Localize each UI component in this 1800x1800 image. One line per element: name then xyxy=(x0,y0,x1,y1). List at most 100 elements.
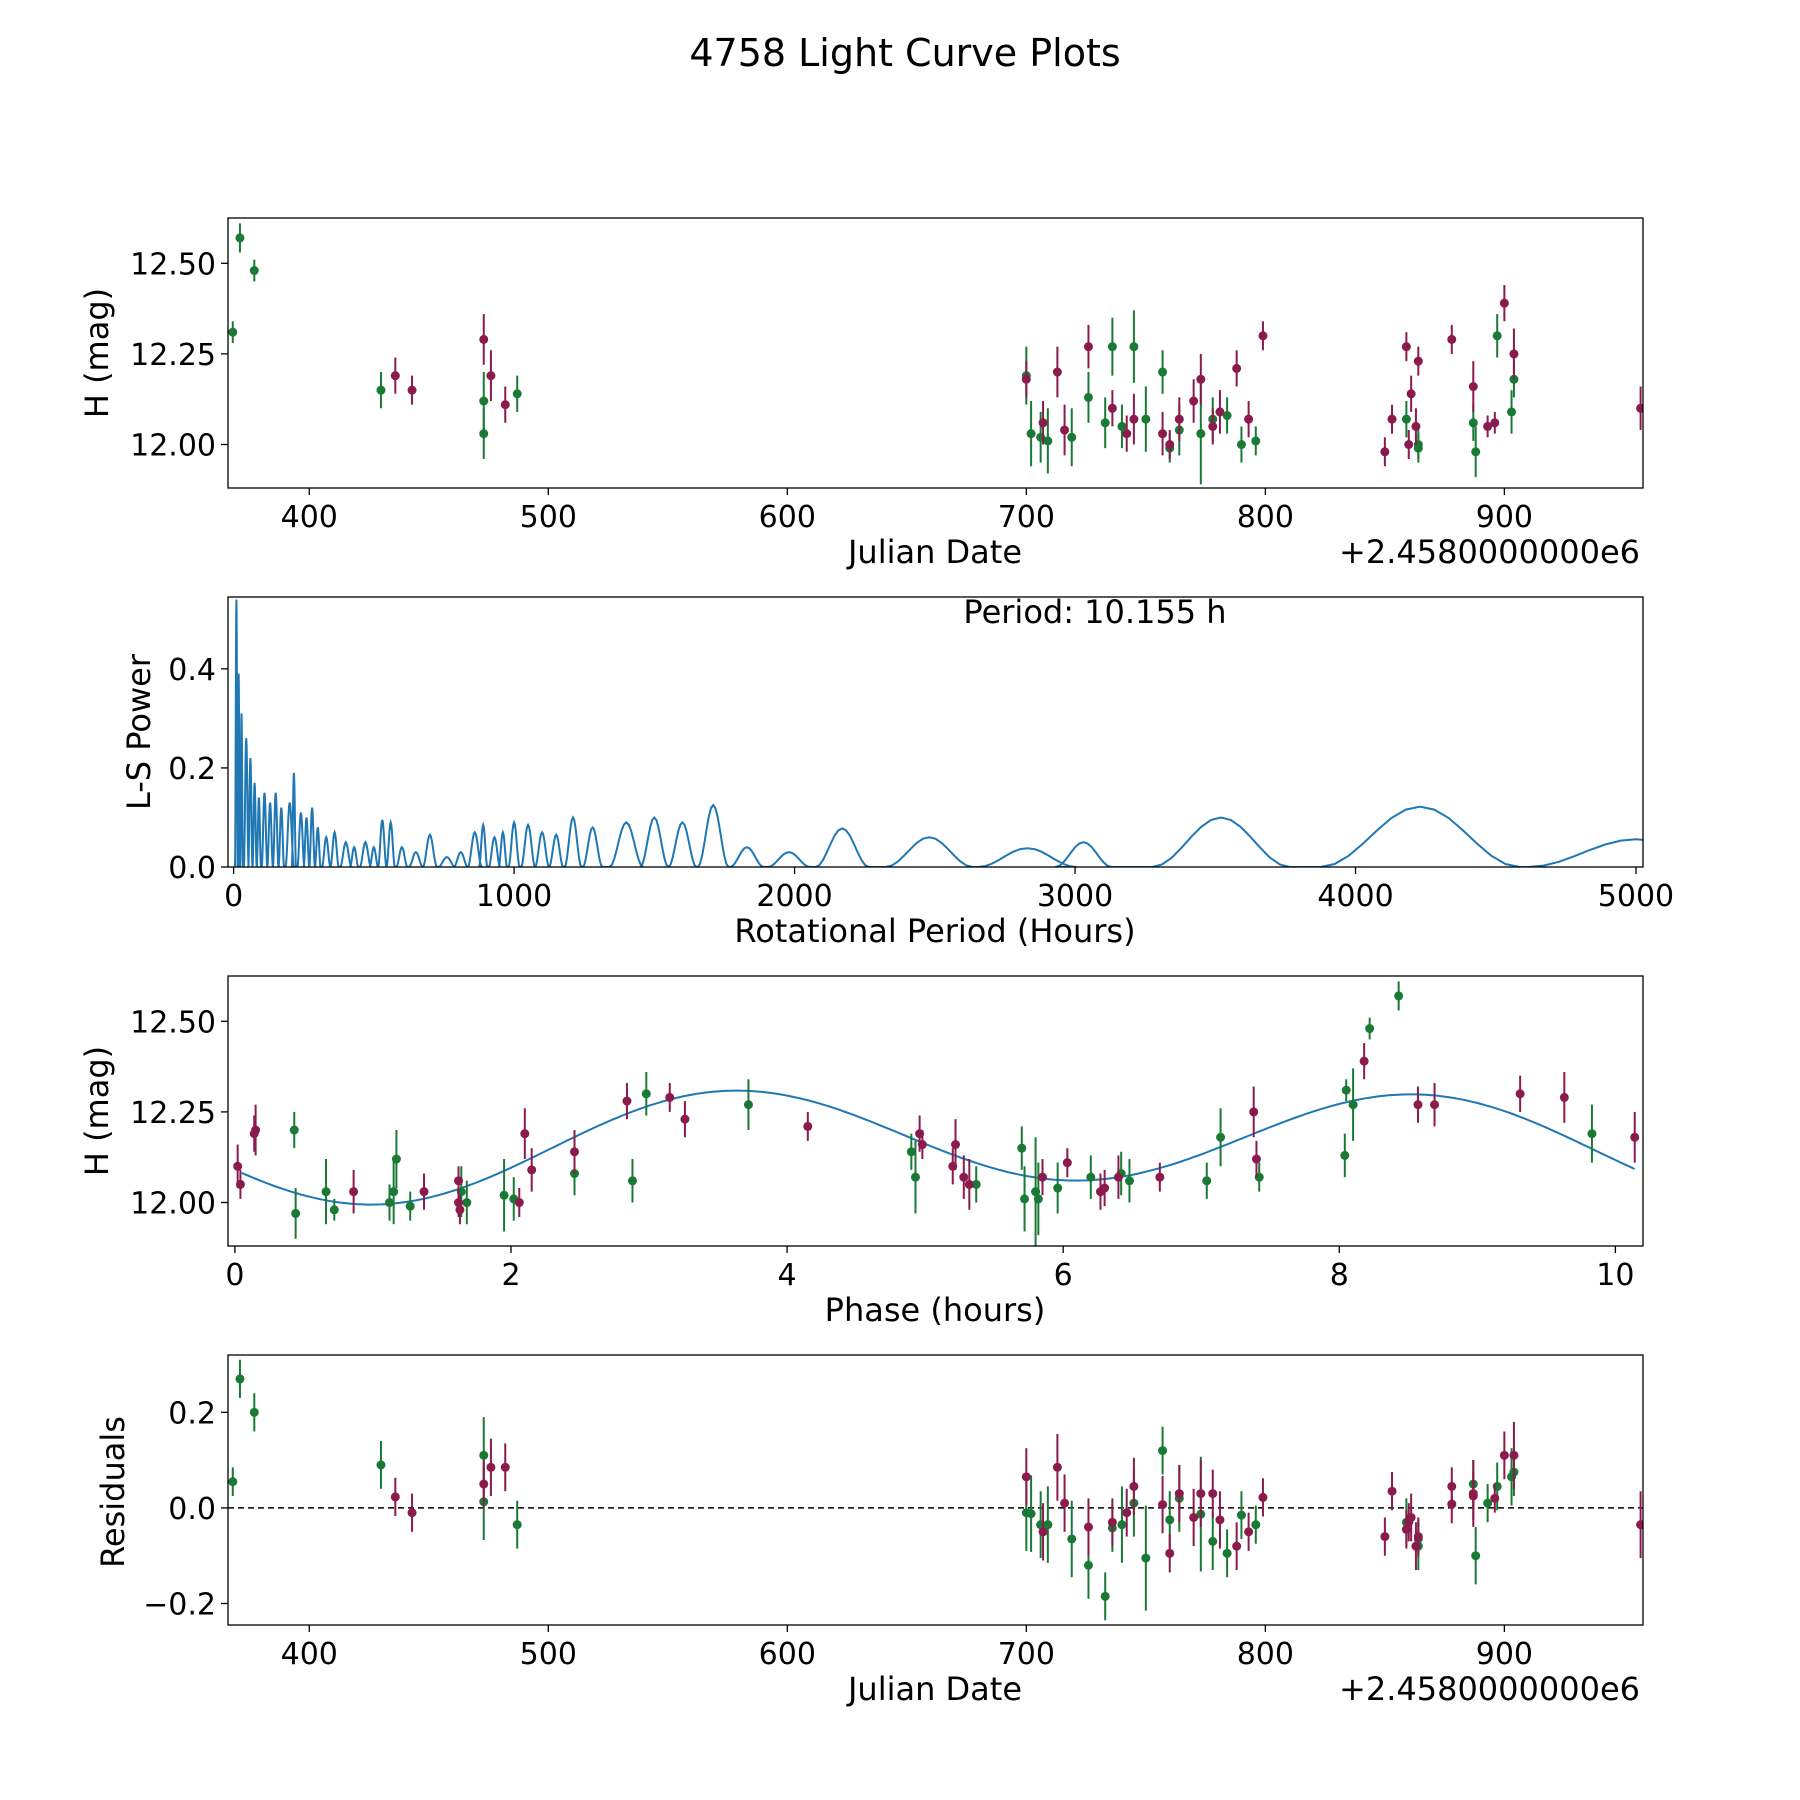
residuals-panel: 400 500 600 700 800 900 −0.2 0.0 0.2 Julian Dat… xyxy=(94,1354,1644,1708)
data-point xyxy=(1630,1132,1640,1142)
periodogram-y-ticks: 0.0 0.2 0.4 xyxy=(168,653,228,886)
data-point xyxy=(1086,1172,1096,1182)
data-point xyxy=(1100,1183,1110,1193)
data-point xyxy=(1341,1085,1351,1095)
fit-model-line xyxy=(241,1089,1636,1206)
data-point xyxy=(479,1479,489,1489)
phased-x-label: Phase (hours) xyxy=(825,1291,1046,1329)
data-point xyxy=(1401,342,1411,352)
data-point xyxy=(1021,1472,1031,1482)
data-point xyxy=(235,1374,245,1384)
data-point xyxy=(1122,1508,1132,1518)
data-point xyxy=(1021,374,1031,384)
data-point xyxy=(1236,1510,1246,1520)
data-point xyxy=(1380,447,1390,457)
data-point xyxy=(1052,367,1062,377)
data-point xyxy=(349,1187,359,1197)
data-point xyxy=(1359,1056,1369,1066)
data-point xyxy=(1196,1489,1206,1499)
data-point xyxy=(1026,429,1036,439)
x-tick-label: 3000 xyxy=(1037,879,1113,914)
data-point xyxy=(1413,356,1423,366)
data-point xyxy=(1083,342,1093,352)
data-point xyxy=(376,385,386,395)
data-point xyxy=(1033,1194,1043,1204)
data-point xyxy=(1124,1176,1134,1186)
data-point xyxy=(1413,1100,1423,1110)
data-point xyxy=(1189,396,1199,406)
data-point xyxy=(1348,1100,1358,1110)
data-point xyxy=(1365,1024,1375,1034)
residuals-y-label: Residuals xyxy=(94,1416,132,1568)
lightcurve-y-ticks: 12.00 12.25 12.50 xyxy=(130,247,228,464)
periodogram-x-label: Rotational Period (Hours) xyxy=(734,912,1135,950)
lightcurve-offset-text: +2.4580000000e6 xyxy=(1339,533,1640,571)
data-point xyxy=(1251,1520,1261,1530)
data-point xyxy=(1216,1132,1226,1142)
data-point xyxy=(479,396,489,406)
x-tick-label: 6 xyxy=(1054,1258,1073,1293)
data-point xyxy=(1052,1462,1062,1472)
data-point xyxy=(627,1176,637,1186)
y-tick-label: −0.2 xyxy=(143,1587,216,1622)
data-point xyxy=(1174,414,1184,424)
data-point xyxy=(1258,1492,1268,1502)
data-point xyxy=(1067,1534,1077,1544)
residuals-offset-text: +2.4580000000e6 xyxy=(1339,1670,1640,1708)
data-point xyxy=(1053,1183,1063,1193)
data-point xyxy=(1430,1100,1440,1110)
data-point xyxy=(462,1198,472,1208)
data-point xyxy=(512,1520,522,1530)
data-point xyxy=(1471,1551,1481,1561)
data-point xyxy=(1129,342,1139,352)
data-point xyxy=(1129,1481,1139,1491)
data-point xyxy=(1189,1512,1199,1522)
data-point xyxy=(1155,1172,1165,1182)
x-tick-label: 4 xyxy=(778,1258,797,1293)
y-tick-label: 0.0 xyxy=(168,1492,216,1527)
y-tick-label: 12.00 xyxy=(130,1187,216,1222)
data-point xyxy=(570,1147,580,1157)
y-tick-label: 0.2 xyxy=(168,752,216,787)
data-point xyxy=(291,1208,301,1218)
y-tick-label: 12.50 xyxy=(130,1005,216,1040)
y-tick-label: 12.25 xyxy=(130,338,216,373)
lightcurve-marks xyxy=(228,223,1643,485)
data-point xyxy=(1447,1499,1457,1509)
data-point xyxy=(407,1508,417,1518)
data-point xyxy=(389,1187,399,1197)
data-point xyxy=(1636,1520,1643,1530)
data-point xyxy=(1215,1515,1225,1525)
x-tick-label: 0 xyxy=(225,1258,244,1293)
residuals-marks xyxy=(228,1359,1643,1621)
data-point xyxy=(1067,432,1077,442)
data-point xyxy=(1107,342,1117,352)
x-tick-label: 600 xyxy=(759,500,816,535)
data-point xyxy=(1406,1512,1416,1522)
data-point xyxy=(1020,1194,1030,1204)
data-point xyxy=(455,1205,465,1215)
data-point xyxy=(1038,1527,1048,1537)
data-point xyxy=(1158,1500,1168,1510)
data-point xyxy=(1060,425,1070,435)
data-point xyxy=(1587,1129,1597,1139)
data-point xyxy=(1236,440,1246,450)
data-point xyxy=(512,389,522,399)
phased-marks xyxy=(233,981,1640,1246)
data-point xyxy=(249,1407,259,1417)
y-tick-label: 0.2 xyxy=(168,1396,216,1431)
data-point xyxy=(1468,382,1478,392)
phased-y-ticks: 12.00 12.25 12.50 xyxy=(130,1005,228,1222)
data-point xyxy=(1468,418,1478,428)
data-point xyxy=(1411,421,1421,431)
residuals-x-label: Julian Date xyxy=(846,1670,1022,1708)
data-point xyxy=(1413,1532,1423,1542)
data-point xyxy=(1113,1172,1123,1182)
data-point xyxy=(803,1121,813,1131)
data-point xyxy=(1043,1520,1053,1530)
data-point xyxy=(1165,440,1175,450)
y-tick-label: 12.00 xyxy=(130,429,216,464)
data-point xyxy=(1483,421,1493,431)
x-tick-label: 900 xyxy=(1476,500,1533,535)
